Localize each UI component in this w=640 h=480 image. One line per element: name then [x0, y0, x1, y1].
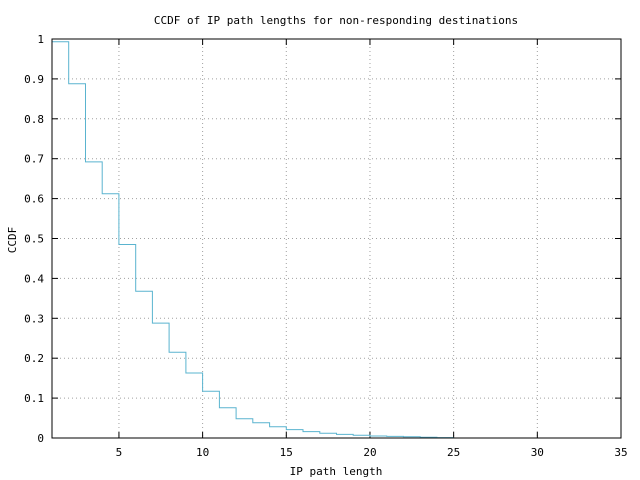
y-tick-label: 0.6 [24, 193, 44, 206]
x-tick-label: 35 [614, 446, 627, 459]
y-tick-label: 0.9 [24, 73, 44, 86]
x-axis-label: IP path length [290, 465, 383, 478]
x-tick-label: 20 [363, 446, 376, 459]
y-tick-label: 0.7 [24, 153, 44, 166]
x-tick-label: 30 [531, 446, 544, 459]
y-tick-label: 1 [37, 33, 44, 46]
y-tick-label: 0.5 [24, 233, 44, 246]
x-tick-label: 15 [280, 446, 293, 459]
y-tick-label: 0.8 [24, 113, 44, 126]
x-tick-label: 10 [196, 446, 209, 459]
plot-frame [51, 38, 622, 439]
x-tick-label: 25 [447, 446, 460, 459]
y-tick-label: 0 [37, 432, 44, 445]
y-tick-label: 0.1 [24, 392, 44, 405]
chart-title: CCDF of IP path lengths for non-respondi… [154, 14, 518, 27]
y-axis-label: CCDF [6, 227, 19, 254]
grid [52, 39, 621, 438]
y-tick-label: 0.3 [24, 312, 44, 325]
y-tick-label: 0.2 [24, 352, 44, 365]
tick-labels: 00.10.20.30.40.50.60.70.80.915 10 15 20 25 30… [24, 33, 628, 459]
ccdf-series-line [52, 41, 454, 439]
y-tick-label: 0.4 [24, 272, 44, 285]
x-tick-label: 5 [116, 446, 123, 459]
